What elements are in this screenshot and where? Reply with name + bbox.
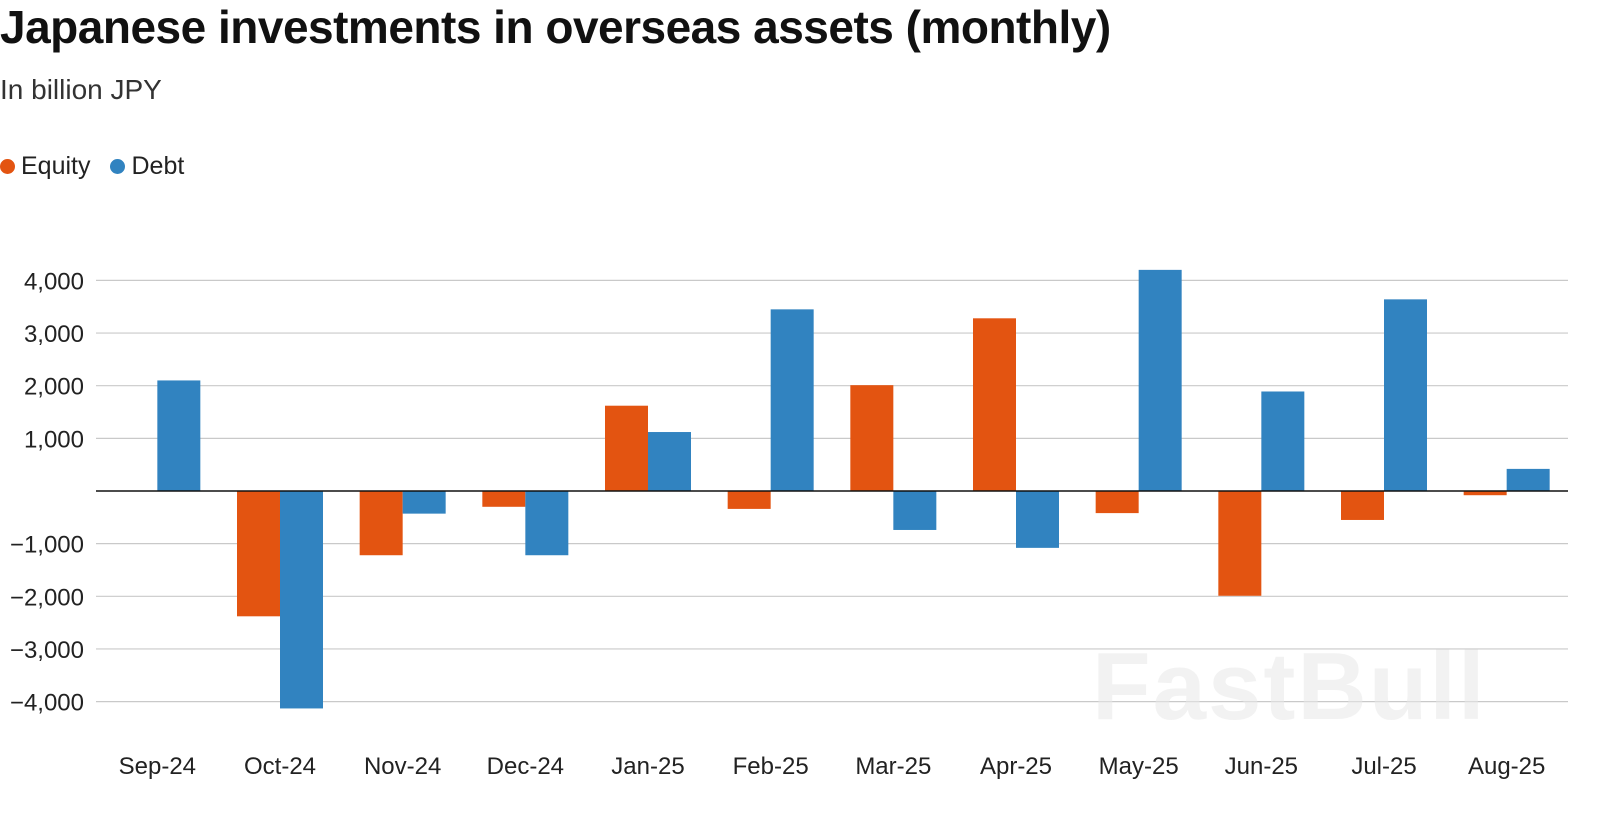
- bar-debt-jun-25: [1261, 391, 1305, 491]
- bar-debt-mar-25: [893, 491, 937, 530]
- y-tick-label: −3,000: [10, 637, 84, 664]
- x-tick-label: Feb-25: [733, 753, 809, 780]
- bar-debt-sep-24: [157, 380, 201, 491]
- x-tick-label: Jun-25: [1225, 753, 1298, 780]
- bar-equity-jul-25: [1341, 491, 1384, 520]
- legend-swatch-equity: [0, 159, 15, 174]
- bar-equity-jan-25: [605, 405, 648, 491]
- y-tick-label: 2,000: [24, 374, 84, 401]
- bar-equity-oct-24: [237, 491, 280, 617]
- bar-debt-oct-24: [280, 491, 323, 709]
- x-tick-label: Apr-25: [980, 753, 1052, 780]
- legend-swatch-debt: [110, 159, 126, 174]
- x-tick-label: Jul-25: [1351, 753, 1416, 780]
- bar-debt-nov-24: [402, 491, 446, 514]
- y-tick-label: 4,000: [24, 268, 84, 295]
- legend-label-debt: Debt: [131, 152, 185, 180]
- x-tick-label: Sep-24: [119, 753, 196, 780]
- y-tick-label: −2,000: [10, 584, 84, 611]
- bar-debt-feb-25: [770, 309, 814, 491]
- bar-debt-jul-25: [1384, 299, 1427, 491]
- x-tick-label: Oct-24: [244, 753, 316, 780]
- bar-equity-feb-25: [727, 491, 771, 509]
- y-tick-label: 1,000: [24, 426, 84, 453]
- bar-debt-may-25: [1138, 269, 1182, 491]
- x-tick-label: May-25: [1099, 753, 1179, 780]
- bar-equity-apr-25: [973, 318, 1016, 491]
- y-tick-label: 3,000: [24, 321, 84, 348]
- legend-label-equity: Equity: [21, 152, 91, 180]
- x-tick-label: Mar-25: [855, 753, 931, 780]
- bar-debt-apr-25: [1016, 491, 1059, 548]
- bar-equity-aug-25: [1463, 491, 1507, 496]
- bar-equity-mar-25: [850, 385, 894, 491]
- x-tick-label: Jan-25: [611, 753, 684, 780]
- bar-equity-dec-24: [482, 491, 526, 507]
- legend: Equity Debt: [0, 152, 204, 181]
- bar-debt-aug-25: [1506, 468, 1550, 491]
- bar-equity-may-25: [1095, 491, 1139, 514]
- x-tick-label: Dec-24: [487, 753, 564, 780]
- y-tick-label: −1,000: [10, 532, 84, 559]
- bar-debt-jan-25: [648, 432, 691, 491]
- bar-debt-dec-24: [525, 491, 569, 556]
- legend-item-debt: Debt: [110, 152, 184, 181]
- bar-equity-jun-25: [1218, 491, 1262, 596]
- x-tick-label: Nov-24: [364, 753, 441, 780]
- chart-title: Japanese investments in overseas assets …: [0, 1, 1111, 53]
- legend-item-equity: Equity: [0, 152, 90, 181]
- y-tick-label: −4,000: [10, 690, 84, 717]
- chart-subtitle: In billion JPY: [0, 74, 162, 105]
- bar-equity-nov-24: [359, 491, 403, 556]
- x-tick-label: Aug-25: [1468, 753, 1545, 780]
